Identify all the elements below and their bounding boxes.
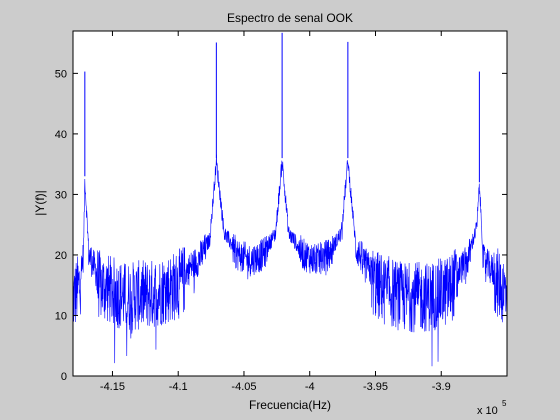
x-tick-label: -4.1 — [169, 381, 188, 393]
plot-area — [73, 31, 507, 376]
y-tick-label: 0 — [61, 371, 67, 383]
x-exponent-power: 5 — [502, 399, 507, 408]
x-tick-label: -3.9 — [432, 381, 451, 393]
y-tick-label: 50 — [55, 68, 67, 80]
x-axis-label: Frecuencia(Hz) — [249, 398, 331, 412]
spectrum-line — [72, 154, 508, 367]
y-axis-label: |Y(f)| — [33, 190, 47, 216]
x-tick-label: -4 — [305, 381, 315, 393]
y-tick-label: 10 — [55, 310, 67, 322]
y-tick-label: 30 — [55, 189, 67, 201]
x-tick-label: -4.15 — [100, 381, 125, 393]
axis-layer: -4.15 -4.1 -4.05 -4 -3.95 -3.9 0 10 20 30 40 50 — [55, 31, 507, 393]
plot-frame — [72, 30, 508, 377]
x-tick-label: -4.05 — [231, 381, 256, 393]
x-exponent-label: x 10 — [477, 405, 498, 417]
series-layer — [72, 32, 508, 367]
y-tick-label: 20 — [55, 250, 67, 262]
y-tick-label: 40 — [55, 129, 67, 141]
chart-title: Espectro de senal OOK — [227, 11, 353, 25]
x-tick-label: -3.95 — [363, 381, 388, 393]
